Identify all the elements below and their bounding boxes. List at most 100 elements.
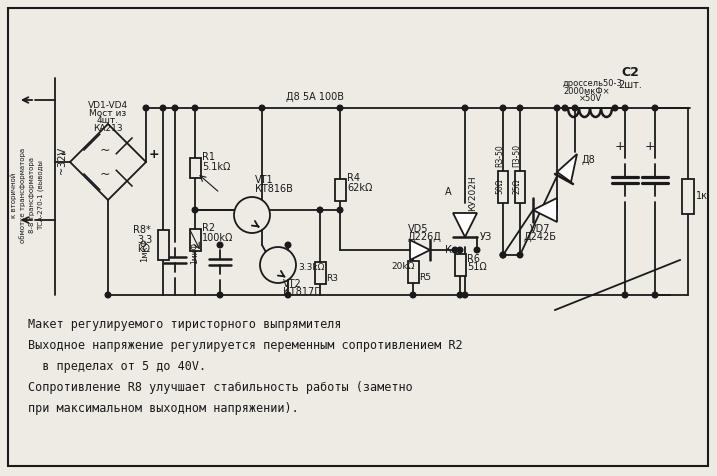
Text: Выходное напряжение регулируется переменным сопротивлением R2: Выходное напряжение регулируется перемен… <box>28 339 462 352</box>
Text: УЗ: УЗ <box>480 232 493 242</box>
Circle shape <box>554 105 560 111</box>
Polygon shape <box>410 240 430 260</box>
Text: Д226Д: Д226Д <box>408 232 442 242</box>
Text: Д242Б: Д242Б <box>523 232 556 242</box>
Text: 62kΩ: 62kΩ <box>347 183 372 193</box>
Circle shape <box>172 105 178 111</box>
Polygon shape <box>116 170 133 187</box>
Polygon shape <box>557 154 577 182</box>
Text: 100kΩ: 100kΩ <box>202 233 233 243</box>
Circle shape <box>500 252 505 258</box>
Text: КУ202Н: КУ202Н <box>468 175 477 210</box>
Bar <box>158 230 168 260</box>
Circle shape <box>337 105 343 111</box>
Circle shape <box>317 207 323 213</box>
Circle shape <box>337 207 343 213</box>
Bar <box>315 262 326 284</box>
Text: 25Ω: 25Ω <box>513 178 521 194</box>
Text: 2шт.: 2шт. <box>618 80 642 90</box>
Text: Сопротивление R8 улучшает стабильность работы (заметно: Сопротивление R8 улучшает стабильность р… <box>28 381 413 394</box>
Text: к вторичной: к вторичной <box>11 172 17 218</box>
Text: R2: R2 <box>202 223 215 233</box>
Text: дроссель50-3: дроссель50-3 <box>563 79 623 88</box>
Text: VD5: VD5 <box>408 224 429 234</box>
Circle shape <box>285 292 291 298</box>
Text: +: + <box>645 140 655 153</box>
Circle shape <box>652 292 657 298</box>
Text: VT2: VT2 <box>283 279 302 289</box>
Circle shape <box>192 207 198 213</box>
Text: R4: R4 <box>347 173 360 183</box>
Text: -: - <box>60 148 65 161</box>
Text: ×50V: ×50V <box>579 94 602 103</box>
Bar <box>455 254 465 276</box>
Text: R5: R5 <box>419 273 431 282</box>
Bar <box>407 261 419 283</box>
Bar <box>682 178 694 214</box>
Text: +: + <box>149 148 160 161</box>
Text: 1мкФ: 1мкФ <box>191 242 199 264</box>
Text: R8*: R8* <box>133 225 151 235</box>
Circle shape <box>622 292 628 298</box>
Text: VD7: VD7 <box>530 224 550 234</box>
Polygon shape <box>116 138 133 154</box>
Circle shape <box>192 105 198 111</box>
Text: К: К <box>445 245 452 255</box>
Circle shape <box>500 252 505 258</box>
Polygon shape <box>453 213 477 237</box>
Bar <box>189 229 201 251</box>
Circle shape <box>462 292 467 298</box>
Circle shape <box>452 247 457 253</box>
Text: в пределах от 5 до 40V.: в пределах от 5 до 40V. <box>28 360 206 373</box>
Text: C2: C2 <box>621 66 639 79</box>
Circle shape <box>462 105 467 111</box>
Text: ~: ~ <box>100 143 110 157</box>
Text: RЗ-50: RЗ-50 <box>495 144 505 167</box>
Text: 8-8 трансформатора: 8-8 трансформатора <box>29 157 35 233</box>
Text: 1мкФ: 1мкФ <box>141 238 150 262</box>
Text: 5.1kΩ: 5.1kΩ <box>202 162 230 172</box>
Circle shape <box>562 105 568 111</box>
Bar <box>498 171 508 203</box>
Text: КТ816В: КТ816В <box>255 184 293 194</box>
Text: kΩ: kΩ <box>137 244 150 254</box>
Circle shape <box>622 105 628 111</box>
Text: 3.3kΩ: 3.3kΩ <box>298 263 324 272</box>
Text: Д8 5А 100В: Д8 5А 100В <box>286 92 344 102</box>
Text: 3.3: 3.3 <box>137 235 152 245</box>
Text: при максимальном выходном напряжении).: при максимальном выходном напряжении). <box>28 402 299 415</box>
Circle shape <box>612 105 618 111</box>
Text: 2000мкФ×: 2000мкФ× <box>563 87 609 96</box>
Text: 20kΩ: 20kΩ <box>391 262 414 271</box>
Text: R1: R1 <box>202 152 215 162</box>
Text: Мост из: Мост из <box>90 109 127 118</box>
Circle shape <box>260 105 265 111</box>
Text: 50Ω: 50Ω <box>495 178 505 194</box>
Text: ~: ~ <box>100 168 110 180</box>
Text: R6: R6 <box>467 254 480 264</box>
Polygon shape <box>84 134 100 150</box>
Circle shape <box>457 247 462 253</box>
Text: +: + <box>614 140 625 153</box>
Text: А: А <box>445 187 452 197</box>
Circle shape <box>105 292 111 298</box>
Text: КТ817Г: КТ817Г <box>283 287 320 297</box>
Circle shape <box>517 105 523 111</box>
Text: VD1-VD4: VD1-VD4 <box>88 101 128 110</box>
Circle shape <box>143 105 149 111</box>
Circle shape <box>474 247 480 253</box>
Circle shape <box>260 247 296 283</box>
Text: ТСА-270-1 (выводы: ТСА-270-1 (выводы <box>38 160 44 230</box>
Circle shape <box>410 292 416 298</box>
Bar <box>335 179 346 201</box>
Bar <box>189 158 201 178</box>
Text: 1к: 1к <box>696 191 708 201</box>
Bar <box>515 171 525 203</box>
Circle shape <box>285 242 291 248</box>
Text: КА213: КА213 <box>93 124 123 133</box>
Circle shape <box>652 105 657 111</box>
Circle shape <box>217 292 223 298</box>
Circle shape <box>500 105 505 111</box>
Text: VT1: VT1 <box>255 175 274 185</box>
Text: ~32V: ~32V <box>57 147 67 174</box>
